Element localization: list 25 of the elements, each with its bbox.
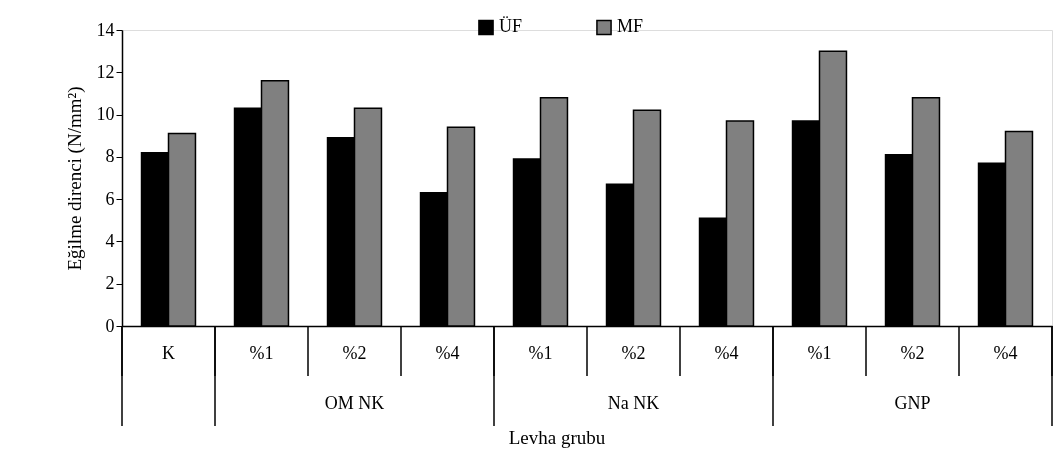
x-tick-label: %4 [993, 343, 1018, 363]
x-tick-label: %1 [528, 343, 553, 363]
text: Na NK [607, 393, 660, 413]
legend-label: ÜF [499, 16, 523, 37]
text: GNP [894, 393, 931, 413]
x-tick-label: %2 [621, 343, 646, 363]
y-tick-label: 0 [105, 315, 115, 336]
x-tick-label: K [162, 343, 175, 363]
y-tick-label: 4 [105, 230, 115, 251]
x-tick-label: %4 [714, 343, 739, 363]
x-tick-label: %2 [342, 343, 367, 363]
text: OM NK [324, 393, 385, 413]
x-tick-label: %1 [807, 343, 832, 363]
y-tick-label: 8 [105, 146, 115, 167]
y-axis-title: Eğilme direnci (N/mm²) [63, 86, 86, 271]
y-tick-label: 2 [105, 273, 115, 294]
y-tick-label: 12 [96, 61, 115, 82]
x-axis-title: Levha grubu [508, 427, 606, 448]
y-tick-label: 10 [96, 104, 115, 125]
legend-label: MF [617, 16, 644, 37]
y-tick-label: 6 [105, 188, 115, 209]
x-tick-label: %4 [435, 343, 460, 363]
y-tick-label: 14 [96, 19, 115, 40]
x-tick-label: %1 [249, 343, 274, 363]
x-tick-label: %2 [900, 343, 925, 363]
